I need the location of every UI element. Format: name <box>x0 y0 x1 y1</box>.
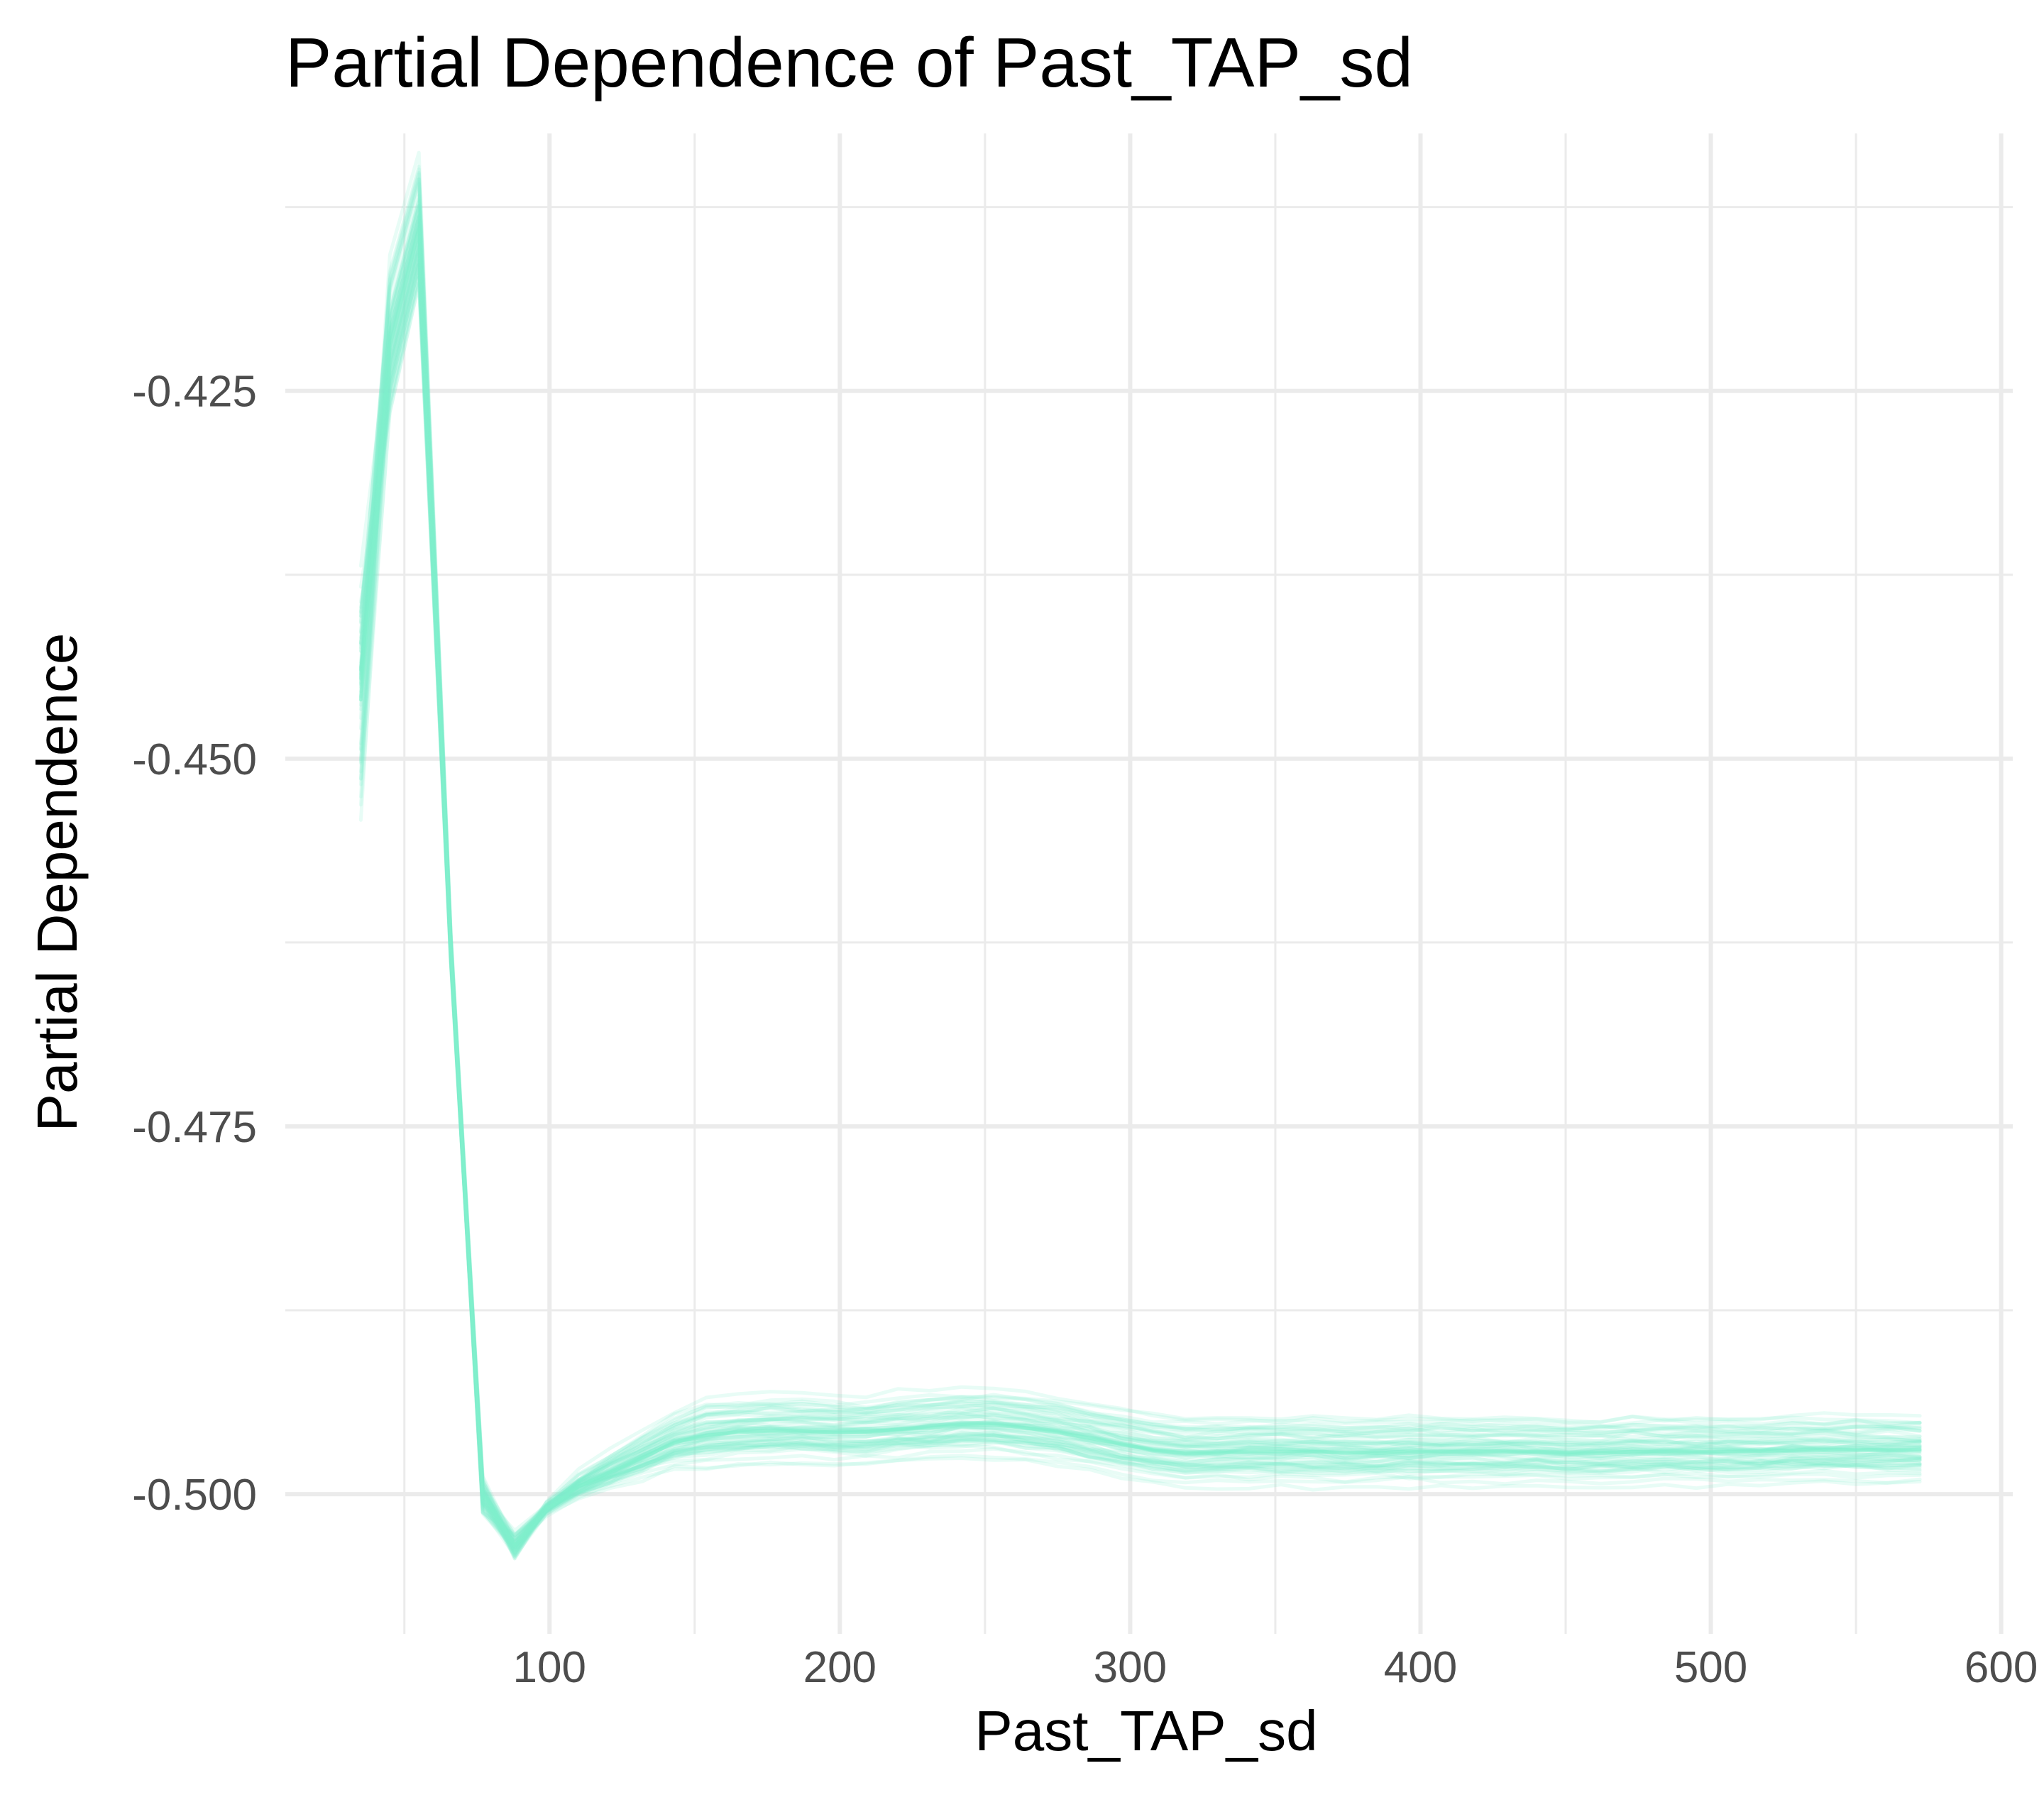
ice-curve <box>358 282 1922 1561</box>
ice-curve <box>358 182 1922 1559</box>
y-tick-label: -0.425 <box>132 368 257 417</box>
y-tick-label: -0.475 <box>132 1103 257 1152</box>
series-lines <box>358 150 1922 1561</box>
ice-curve <box>358 200 1922 1538</box>
ice-curve <box>358 234 1922 1541</box>
ice-curve <box>358 224 1922 1547</box>
ice-curve <box>358 214 1922 1537</box>
ice-curve <box>358 273 1922 1542</box>
ice-curve <box>358 194 1922 1552</box>
x-tick-labels: 100 200 300 400 500 600 <box>513 1643 2038 1692</box>
ice-curve <box>358 260 1922 1559</box>
y-tick-label: -0.500 <box>132 1471 257 1520</box>
ice-curve <box>358 262 1922 1555</box>
ice-curve <box>358 150 1922 1546</box>
x-tick-label: 400 <box>1384 1643 1457 1692</box>
ice-curve <box>358 253 1922 1542</box>
ice-curve <box>358 275 1922 1552</box>
ice-curve <box>358 214 1922 1554</box>
ice-curve <box>358 206 1922 1549</box>
x-axis-title: Past_TAP_sd <box>974 1699 1317 1762</box>
center-curve <box>358 227 1922 1548</box>
ice-curve <box>358 165 1922 1556</box>
ice-curve <box>358 236 1922 1549</box>
ice-curve <box>358 241 1922 1552</box>
ice-curve <box>358 241 1922 1549</box>
y-tick-label: -0.450 <box>132 735 257 784</box>
y-tick-labels: -0.500 -0.475 -0.450 -0.425 <box>132 368 257 1520</box>
ice-curve <box>358 259 1922 1542</box>
ice-curve <box>358 239 1922 1547</box>
ice-curve <box>358 238 1922 1550</box>
x-tick-label: 300 <box>1094 1643 1167 1692</box>
ice-curve <box>358 270 1922 1553</box>
chart-title: Partial Dependence of Past_TAP_sd <box>285 23 1413 101</box>
ice-curve <box>358 281 1922 1547</box>
ice-curve <box>358 276 1922 1544</box>
ice-curve <box>358 246 1922 1558</box>
ice-curve <box>358 209 1922 1537</box>
ice-curve <box>358 219 1922 1549</box>
x-tick-label: 100 <box>513 1643 586 1692</box>
ice-curve <box>358 204 1922 1543</box>
ice-curve <box>358 248 1922 1552</box>
ice-curve <box>358 249 1922 1542</box>
ice-curve <box>358 216 1922 1555</box>
ice-curve <box>358 244 1922 1557</box>
ice-curve <box>358 242 1922 1537</box>
ice-curve <box>358 180 1922 1549</box>
ice-curve <box>358 256 1922 1542</box>
ice-curve <box>358 229 1922 1539</box>
ice-curve <box>358 258 1922 1545</box>
ice-curve <box>358 199 1922 1544</box>
ice-curve <box>358 221 1922 1554</box>
ice-curve <box>358 263 1922 1557</box>
ice-curve <box>358 263 1922 1557</box>
x-tick-label: 200 <box>803 1643 877 1692</box>
ice-curve <box>358 172 1922 1550</box>
ice-curve <box>358 219 1922 1548</box>
ice-curve <box>358 204 1922 1559</box>
x-tick-label: 600 <box>1965 1643 2038 1692</box>
ice-curve <box>358 263 1922 1546</box>
ice-curve <box>358 227 1922 1544</box>
ice-curve <box>358 197 1922 1545</box>
ice-curve <box>358 215 1922 1549</box>
x-tick-label: 500 <box>1674 1643 1747 1692</box>
ice-curve <box>358 167 1922 1548</box>
ice-curve <box>358 218 1922 1547</box>
ice-curve <box>358 214 1922 1555</box>
ice-curve <box>358 204 1922 1532</box>
ice-curve <box>358 229 1922 1544</box>
ice-curve <box>358 177 1922 1561</box>
ice-curve <box>358 225 1922 1537</box>
grid <box>285 133 2013 1634</box>
ice-curve <box>358 170 1922 1551</box>
ice-curve <box>358 252 1922 1537</box>
ice-curve <box>358 245 1922 1549</box>
ice-curve <box>358 177 1922 1552</box>
y-axis-title: Partial Dependence <box>26 633 89 1132</box>
